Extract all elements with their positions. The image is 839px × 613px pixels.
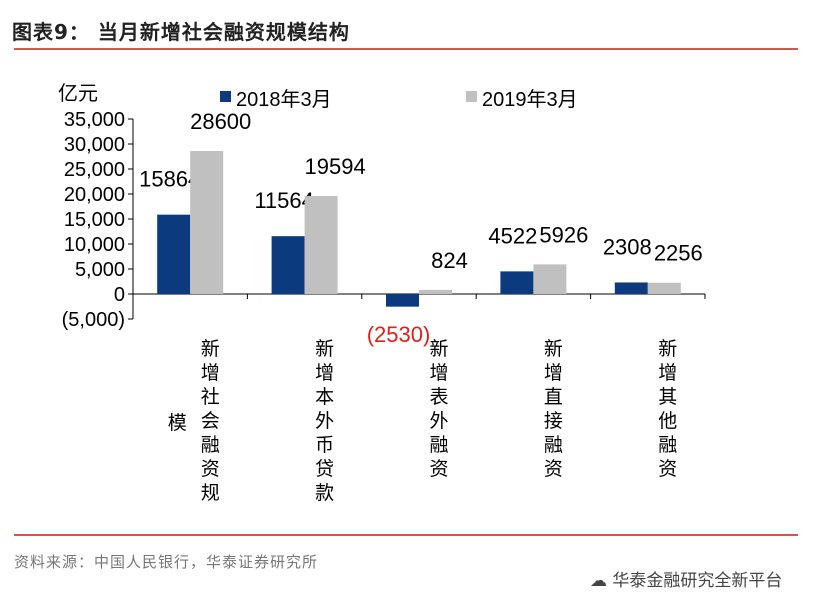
data-label: 2308 — [603, 234, 652, 259]
x-tick-label: 新增本外币贷款 — [315, 338, 334, 504]
y-tick-label: 15,000 — [64, 209, 125, 231]
data-label: 19594 — [305, 154, 366, 179]
bar — [419, 289, 452, 294]
y-tick-label: 20,000 — [64, 184, 125, 206]
data-label: 4522 — [488, 223, 537, 248]
bar — [647, 282, 681, 294]
legend-label: 2019年3月 — [482, 88, 578, 111]
data-label: 5926 — [539, 222, 588, 247]
bar — [533, 264, 567, 294]
y-tick-label: 10,000 — [64, 234, 125, 256]
bar — [386, 294, 419, 307]
legend-swatch — [466, 91, 477, 102]
y-tick-label: 30,000 — [64, 134, 125, 156]
data-label: 11564 — [254, 188, 314, 213]
legend-label: 2018年3月 — [236, 88, 332, 111]
y-tick-label: 35,000 — [64, 109, 125, 131]
data-label: 28600 — [190, 109, 251, 134]
watermark: ☁ 华泰金融研究全新平台 — [590, 566, 782, 591]
y-tick-label: 25,000 — [64, 159, 125, 181]
x-tick-label: 新增表外融资 — [429, 338, 448, 480]
figure-title: 图表9： 当月新增社会融资规模结构 — [12, 20, 350, 44]
y-axis-label: 亿元 — [58, 82, 98, 105]
footer-divider — [14, 534, 798, 536]
x-tick-label: 新增直接融资 — [544, 338, 563, 480]
y-tick-label: (5,000) — [62, 309, 125, 331]
bar — [304, 196, 338, 294]
y-tick-label: 5,000 — [75, 259, 125, 281]
x-tick-label: 新增社会融资规模 — [168, 338, 220, 504]
bar — [190, 151, 224, 294]
wechat-icon: ☁ — [590, 571, 613, 591]
data-label: 824 — [431, 248, 468, 273]
title-divider — [14, 48, 798, 50]
legend-swatch — [220, 91, 231, 102]
watermark-text: 华泰金融研究全新平台 — [612, 571, 783, 591]
data-label: 2256 — [654, 241, 703, 266]
bar — [500, 271, 534, 294]
bar — [614, 282, 648, 294]
data-label: 15864 — [139, 167, 200, 192]
bar — [157, 214, 191, 294]
x-tick-label: 新增其他融资 — [658, 338, 677, 480]
data-label: (2530) — [367, 322, 431, 347]
y-tick-label: 0 — [114, 284, 125, 306]
source-note: 资料来源：中国人民银行，华泰证券研究所 — [14, 553, 319, 571]
bar — [271, 236, 305, 294]
